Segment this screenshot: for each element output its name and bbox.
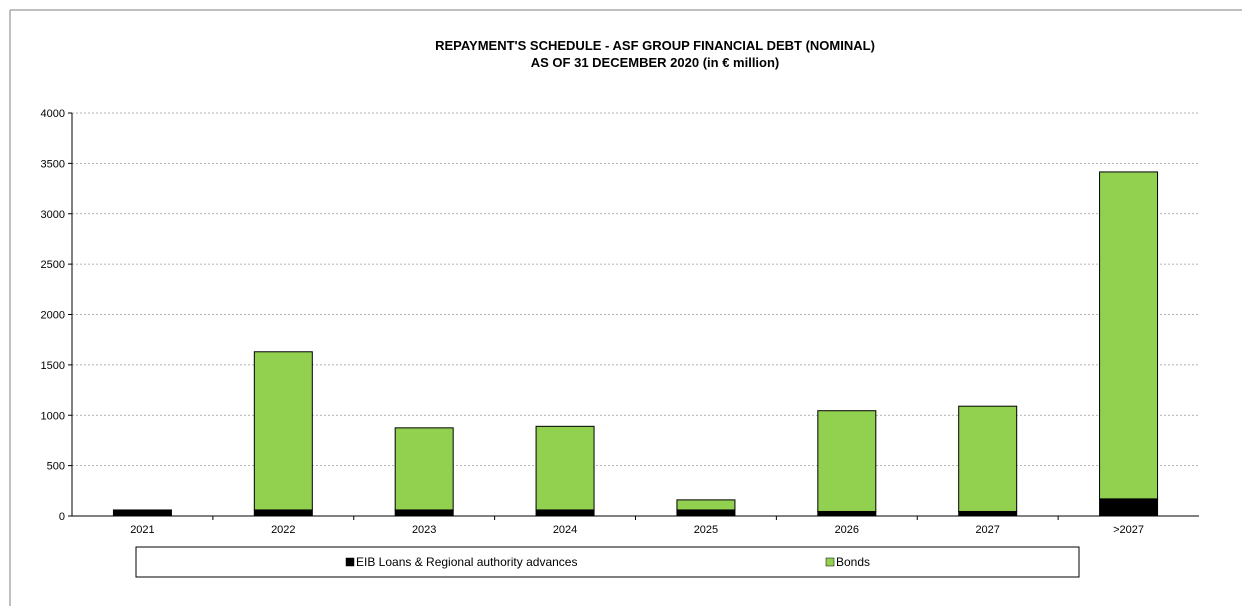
y-tick-label: 500: [47, 461, 65, 473]
y-tick-label: 2500: [41, 259, 65, 271]
bars: [112, 171, 1159, 517]
bar-segment-bonds: [1099, 171, 1159, 500]
legend-label-bonds: Bonds: [836, 555, 870, 569]
bar-segment-eib: [112, 509, 172, 517]
x-tick-label: 2022: [271, 524, 295, 536]
bar-segment-bonds: [394, 427, 454, 511]
legend-swatch-eib: [345, 557, 355, 567]
axes: [71, 113, 1199, 520]
bar-segment-eib: [394, 509, 454, 517]
legend-label-eib: EIB Loans & Regional authority advances: [356, 555, 577, 569]
y-tick-label: 1000: [41, 410, 65, 422]
y-axis-ticks: 0 500 1000 1500 2000 2500 3000 3500 4000: [41, 108, 72, 523]
x-tick-label: 2024: [553, 524, 577, 536]
legend: EIB Loans & Regional authority advances …: [135, 546, 1080, 578]
y-tick-label: 2000: [41, 310, 65, 322]
x-tick-label: 2025: [694, 524, 718, 536]
bar-segment-bonds: [676, 499, 736, 511]
x-tick-label: 2026: [835, 524, 859, 536]
bar-segment-eib: [958, 510, 1018, 517]
bar-segment-eib: [1099, 498, 1159, 517]
bar-segment-eib: [535, 509, 595, 517]
bar-segment-bonds: [958, 405, 1018, 512]
bar-segment-eib: [253, 509, 313, 517]
gridlines: [72, 112, 1199, 467]
bar-segment-bonds: [817, 410, 877, 512]
y-tick-label: 3500: [41, 158, 65, 170]
bar-segment-eib: [676, 509, 736, 517]
chart-subtitle: AS OF 31 DECEMBER 2020 (in € million): [531, 55, 780, 70]
bar-segment-bonds: [535, 425, 595, 511]
x-tick-label: 2023: [412, 524, 436, 536]
x-tick-label: 2027: [975, 524, 999, 536]
y-tick-label: 3000: [41, 209, 65, 221]
legend-box: [135, 546, 1080, 578]
legend-swatch-bonds: [825, 557, 835, 567]
x-tick-label: >2027: [1113, 524, 1144, 536]
x-tick-label: 2021: [130, 524, 154, 536]
y-tick-label: 1500: [41, 360, 65, 372]
bar-segment-bonds: [253, 351, 313, 511]
x-axis-labels: 2021 2022 2023 2024 2025 2026 2027 >2027: [130, 524, 1144, 536]
chart-title: REPAYMENT'S SCHEDULE - ASF GROUP FINANCI…: [435, 38, 875, 53]
y-tick-label: 0: [59, 511, 65, 523]
bar-segment-eib: [817, 510, 877, 517]
y-tick-label: 4000: [41, 108, 65, 120]
